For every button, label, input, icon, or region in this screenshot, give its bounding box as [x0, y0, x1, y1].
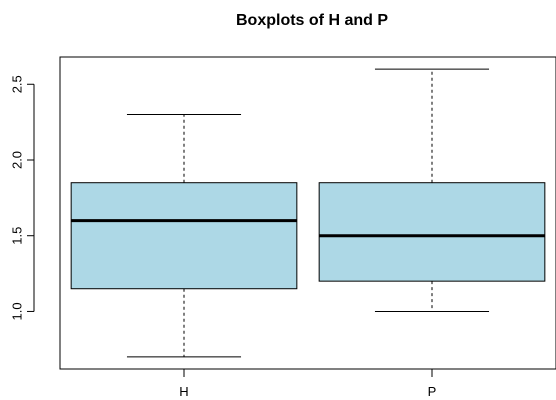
box-p	[318, 68, 546, 312]
chart-title: Boxplots of H and P	[236, 12, 388, 29]
y-tick-label: 1.5	[10, 227, 25, 245]
boxes	[70, 68, 546, 358]
y-tick-label: 2.5	[10, 75, 25, 93]
box-h	[70, 114, 298, 358]
interquartile-box	[318, 182, 546, 282]
y-axis: 1.0 1.5 2.0 2.5	[10, 75, 35, 320]
interquartile-box	[70, 182, 298, 290]
y-tick-label: 2.0	[10, 151, 25, 169]
x-tick-label: H	[179, 384, 188, 399]
x-tick-label: P	[428, 384, 437, 399]
y-tick-label: 1.0	[10, 302, 25, 320]
